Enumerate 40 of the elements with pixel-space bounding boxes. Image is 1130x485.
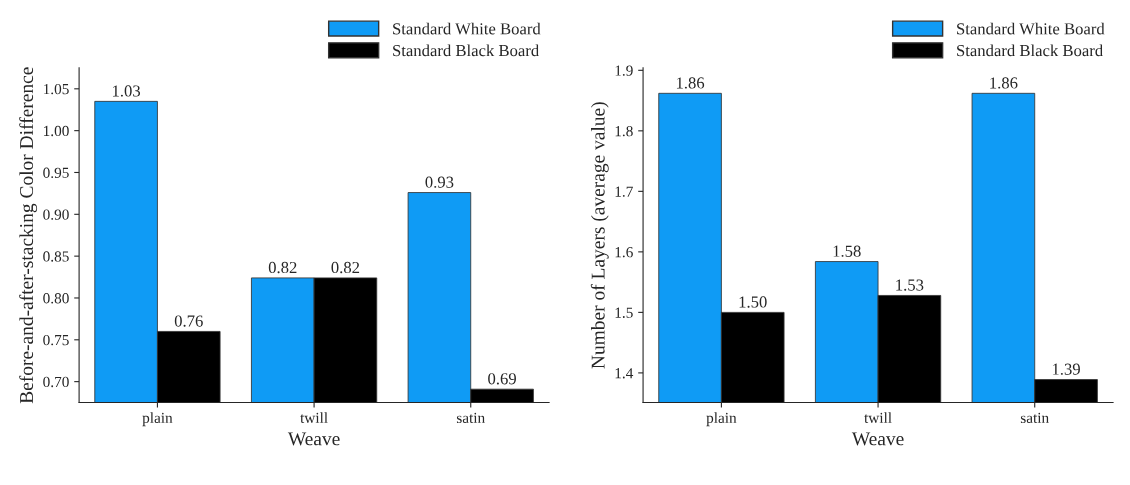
y-tick-label: 0.75 <box>43 334 69 346</box>
y-tick-label: 0.80 <box>43 293 69 304</box>
data-label: 1.50 <box>739 296 767 308</box>
x-tick-label: plain <box>142 412 173 427</box>
x-tick-label: satin <box>456 412 485 424</box>
data-label: 1.58 <box>833 245 861 257</box>
y-tick-label: 0.70 <box>43 376 69 388</box>
data-label: 1.39 <box>1052 363 1080 375</box>
x-tick-label: twill <box>300 412 328 424</box>
data-label: 0.82 <box>331 261 360 274</box>
y-tick-label: 0.85 <box>43 251 69 262</box>
y-tick-label: 1.6 <box>615 247 633 258</box>
y-tick-label: 0.95 <box>43 167 69 178</box>
data-label: 1.03 <box>112 85 141 97</box>
y-tick-label: 1.05 <box>43 83 69 95</box>
x-tick-label: twill <box>864 412 892 424</box>
y-axis-title: Before-and-after-stacking Color Difference <box>19 67 38 404</box>
data-label: 1.86 <box>676 77 705 89</box>
y-tick-label: 1.4 <box>615 368 634 379</box>
x-axis-title: Weave <box>851 432 904 446</box>
y-tick-label: 1.7 <box>615 186 633 197</box>
data-label: 0.93 <box>425 176 454 188</box>
data-label: 0.76 <box>174 315 203 327</box>
data-label: 1.53 <box>896 279 924 291</box>
legend-label: Standard Black Board <box>957 44 1103 57</box>
data-label: 0.69 <box>488 373 516 385</box>
data-label: 1.86 <box>990 77 1018 89</box>
legend-label: Standard Black Board <box>393 44 539 57</box>
y-axis-title: Number of Layers (average value) <box>590 102 609 369</box>
y-tick-label: 1.5 <box>615 307 633 318</box>
x-axis-title: Weave <box>287 432 340 446</box>
legend-label: Standard White Board <box>957 22 1105 35</box>
x-tick-label: plain <box>706 412 737 427</box>
legend-label: Standard White Board <box>393 22 541 35</box>
y-tick-label: 0.90 <box>43 209 69 220</box>
data-label: 0.82 <box>268 261 297 274</box>
x-tick-label: satin <box>1020 412 1049 424</box>
y-tick-label: 1.8 <box>615 125 633 137</box>
y-tick-label: 1.00 <box>43 125 69 137</box>
y-tick-label: 1.9 <box>615 65 633 76</box>
